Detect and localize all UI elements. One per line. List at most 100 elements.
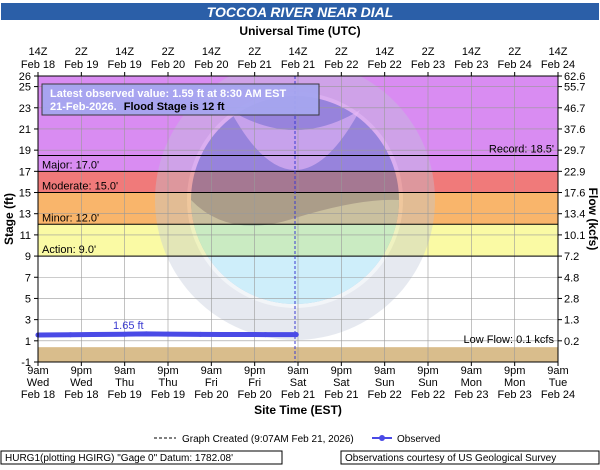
top-tick-date: Feb 24 [541, 59, 575, 71]
right-tick-label: 0.2 [564, 336, 579, 348]
bottom-tick-label: 9am [461, 365, 482, 377]
bottom-tick-label: 9am [201, 365, 222, 377]
left-tick-label: 15 [19, 188, 31, 200]
footer-courtesy: Observations courtesy of US Geological S… [345, 453, 556, 464]
latest-value-annotation: Latest observed value: 1.59 ft at 8:30 A… [41, 83, 320, 116]
right-tick-label: 17.6 [564, 188, 585, 200]
observed-point [143, 331, 149, 337]
bottom-tick-label: 9am [374, 365, 395, 377]
bottom-tick-label: Feb 21 [281, 389, 315, 401]
bottom-tick-label: Thu [159, 377, 178, 389]
top-tick-date: Feb 20 [194, 59, 228, 71]
bottom-tick-label: Sat [333, 377, 350, 389]
bottom-tick-label: Feb 22 [411, 389, 445, 401]
left-tick-label: 25 [19, 82, 31, 94]
bottom-tick-label: Thu [115, 377, 134, 389]
right-tick-label: 4.8 [564, 272, 579, 284]
top-tick-hour: 14Z [549, 46, 568, 58]
right-tick-label: 37.6 [564, 124, 585, 136]
right-tick-label: 22.9 [564, 166, 585, 178]
bottom-tick-label: Feb 19 [151, 389, 185, 401]
left-tick-label: 13 [19, 209, 31, 221]
annotation-line1: Latest observed value: 1.59 ft at 8:30 A… [50, 88, 286, 100]
top-tick-date: Feb 23 [411, 59, 445, 71]
bottom-tick-label: 9am [27, 365, 48, 377]
annotation-line2: 21-Feb-2026. Flood Stage is 12 ft [50, 101, 225, 113]
top-tick-hour: 14Z [289, 46, 308, 58]
footer-right-box [340, 450, 600, 465]
top-tick-date: Feb 19 [108, 59, 142, 71]
left-tick-label: 9 [25, 251, 31, 263]
bottom-tick-label: Feb 20 [238, 389, 272, 401]
title-bar [1, 3, 599, 20]
left-tick-label: -1 [21, 357, 31, 369]
footer-gage-info: HURG1(plotting HGIRG) "Gage 0" Datum: 17… [5, 453, 233, 464]
right-tick-label: 13.4 [564, 209, 585, 221]
bottom-tick-label: 9am [547, 365, 568, 377]
left-tick-label: 7 [25, 272, 31, 284]
legend: Graph Created (9:07AM Feb 21, 2026) Obse… [154, 434, 440, 445]
footer-left-box [0, 450, 283, 465]
bottom-tick-label: Feb 18 [21, 389, 55, 401]
left-tick-label: 11 [20, 230, 31, 242]
top-tick-hour: 14Z [29, 46, 48, 58]
left-tick-label: 26 [19, 71, 31, 83]
top-tick-hour: 14Z [115, 46, 134, 58]
bottom-tick-label: Mon [461, 377, 482, 389]
observed-series [35, 331, 299, 338]
bottom-axis-title: Site Time (EST) [254, 403, 342, 417]
bottom-tick-label: Sun [418, 377, 438, 389]
top-tick-date: Feb 20 [151, 59, 185, 71]
bottom-tick-label: 9pm [504, 365, 525, 377]
observed-point [263, 332, 268, 338]
top-tick-hour: 14Z [202, 46, 221, 58]
threshold-lines: Record: 18.5' Major: 17.0' Moderate: 15.0'… [38, 143, 558, 346]
threshold-label-lowflow: Low Flow: 0.1 kcfs [464, 334, 555, 346]
observed-point [122, 331, 128, 337]
bottom-tick-label: Fri [248, 377, 261, 389]
bottom-tick-label: Feb 19 [108, 389, 142, 401]
bottom-tick-label: Feb 24 [541, 389, 575, 401]
chart-title: TOCCOA RIVER NEAR DIAL [207, 4, 394, 20]
right-tick-label: 1.3 [564, 315, 579, 327]
bottom-tick-label: Feb 20 [194, 389, 228, 401]
bottom-tick-label: Feb 23 [454, 389, 488, 401]
observed-point [293, 332, 299, 338]
threshold-label-minor: Minor: 12.0' [42, 212, 99, 224]
bottom-tick-label: Feb 23 [498, 389, 532, 401]
right-tick-label: 10.1 [564, 230, 585, 242]
right-tick-label: 55.7 [564, 82, 585, 94]
bottom-tick-label: Sat [290, 377, 307, 389]
top-tick-date: Feb 21 [281, 59, 315, 71]
bottom-tick-label: 9am [287, 365, 308, 377]
left-tick-label: 1 [25, 336, 31, 348]
annotation-flood-stage: Flood Stage is 12 ft [124, 101, 225, 113]
observed-point [241, 331, 247, 337]
top-tick-hour: 2Z [248, 46, 261, 58]
top-tick-date: Feb 19 [64, 59, 98, 71]
top-tick-date: Feb 23 [454, 59, 488, 71]
right-tick-label: 2.8 [564, 293, 579, 305]
top-tick-hour: 2Z [162, 46, 175, 58]
top-tick-hour: 2Z [75, 46, 88, 58]
bottom-tick-label: 9pm [71, 365, 92, 377]
bottom-tick-label: Feb 21 [324, 389, 358, 401]
bottom-tick-label: Fri [205, 377, 218, 389]
peak-label: 1.65 ft [113, 320, 144, 332]
top-tick-date: Feb 24 [498, 59, 532, 71]
legend-created-label: Graph Created (9:07AM Feb 21, 2026) [182, 434, 354, 445]
threshold-label-record: Record: 18.5' [489, 143, 554, 155]
observed-point [68, 332, 73, 338]
top-tick-date: Feb 21 [238, 59, 272, 71]
bottom-tick-label: Wed [27, 377, 49, 389]
threshold-label-moderate: Moderate: 15.0' [42, 181, 118, 193]
top-tick-hour: 2Z [422, 46, 435, 58]
bottom-tick-label: Sun [375, 377, 395, 389]
left-tick-label: 17 [19, 166, 31, 178]
right-tick-label: 7.2 [564, 251, 579, 263]
